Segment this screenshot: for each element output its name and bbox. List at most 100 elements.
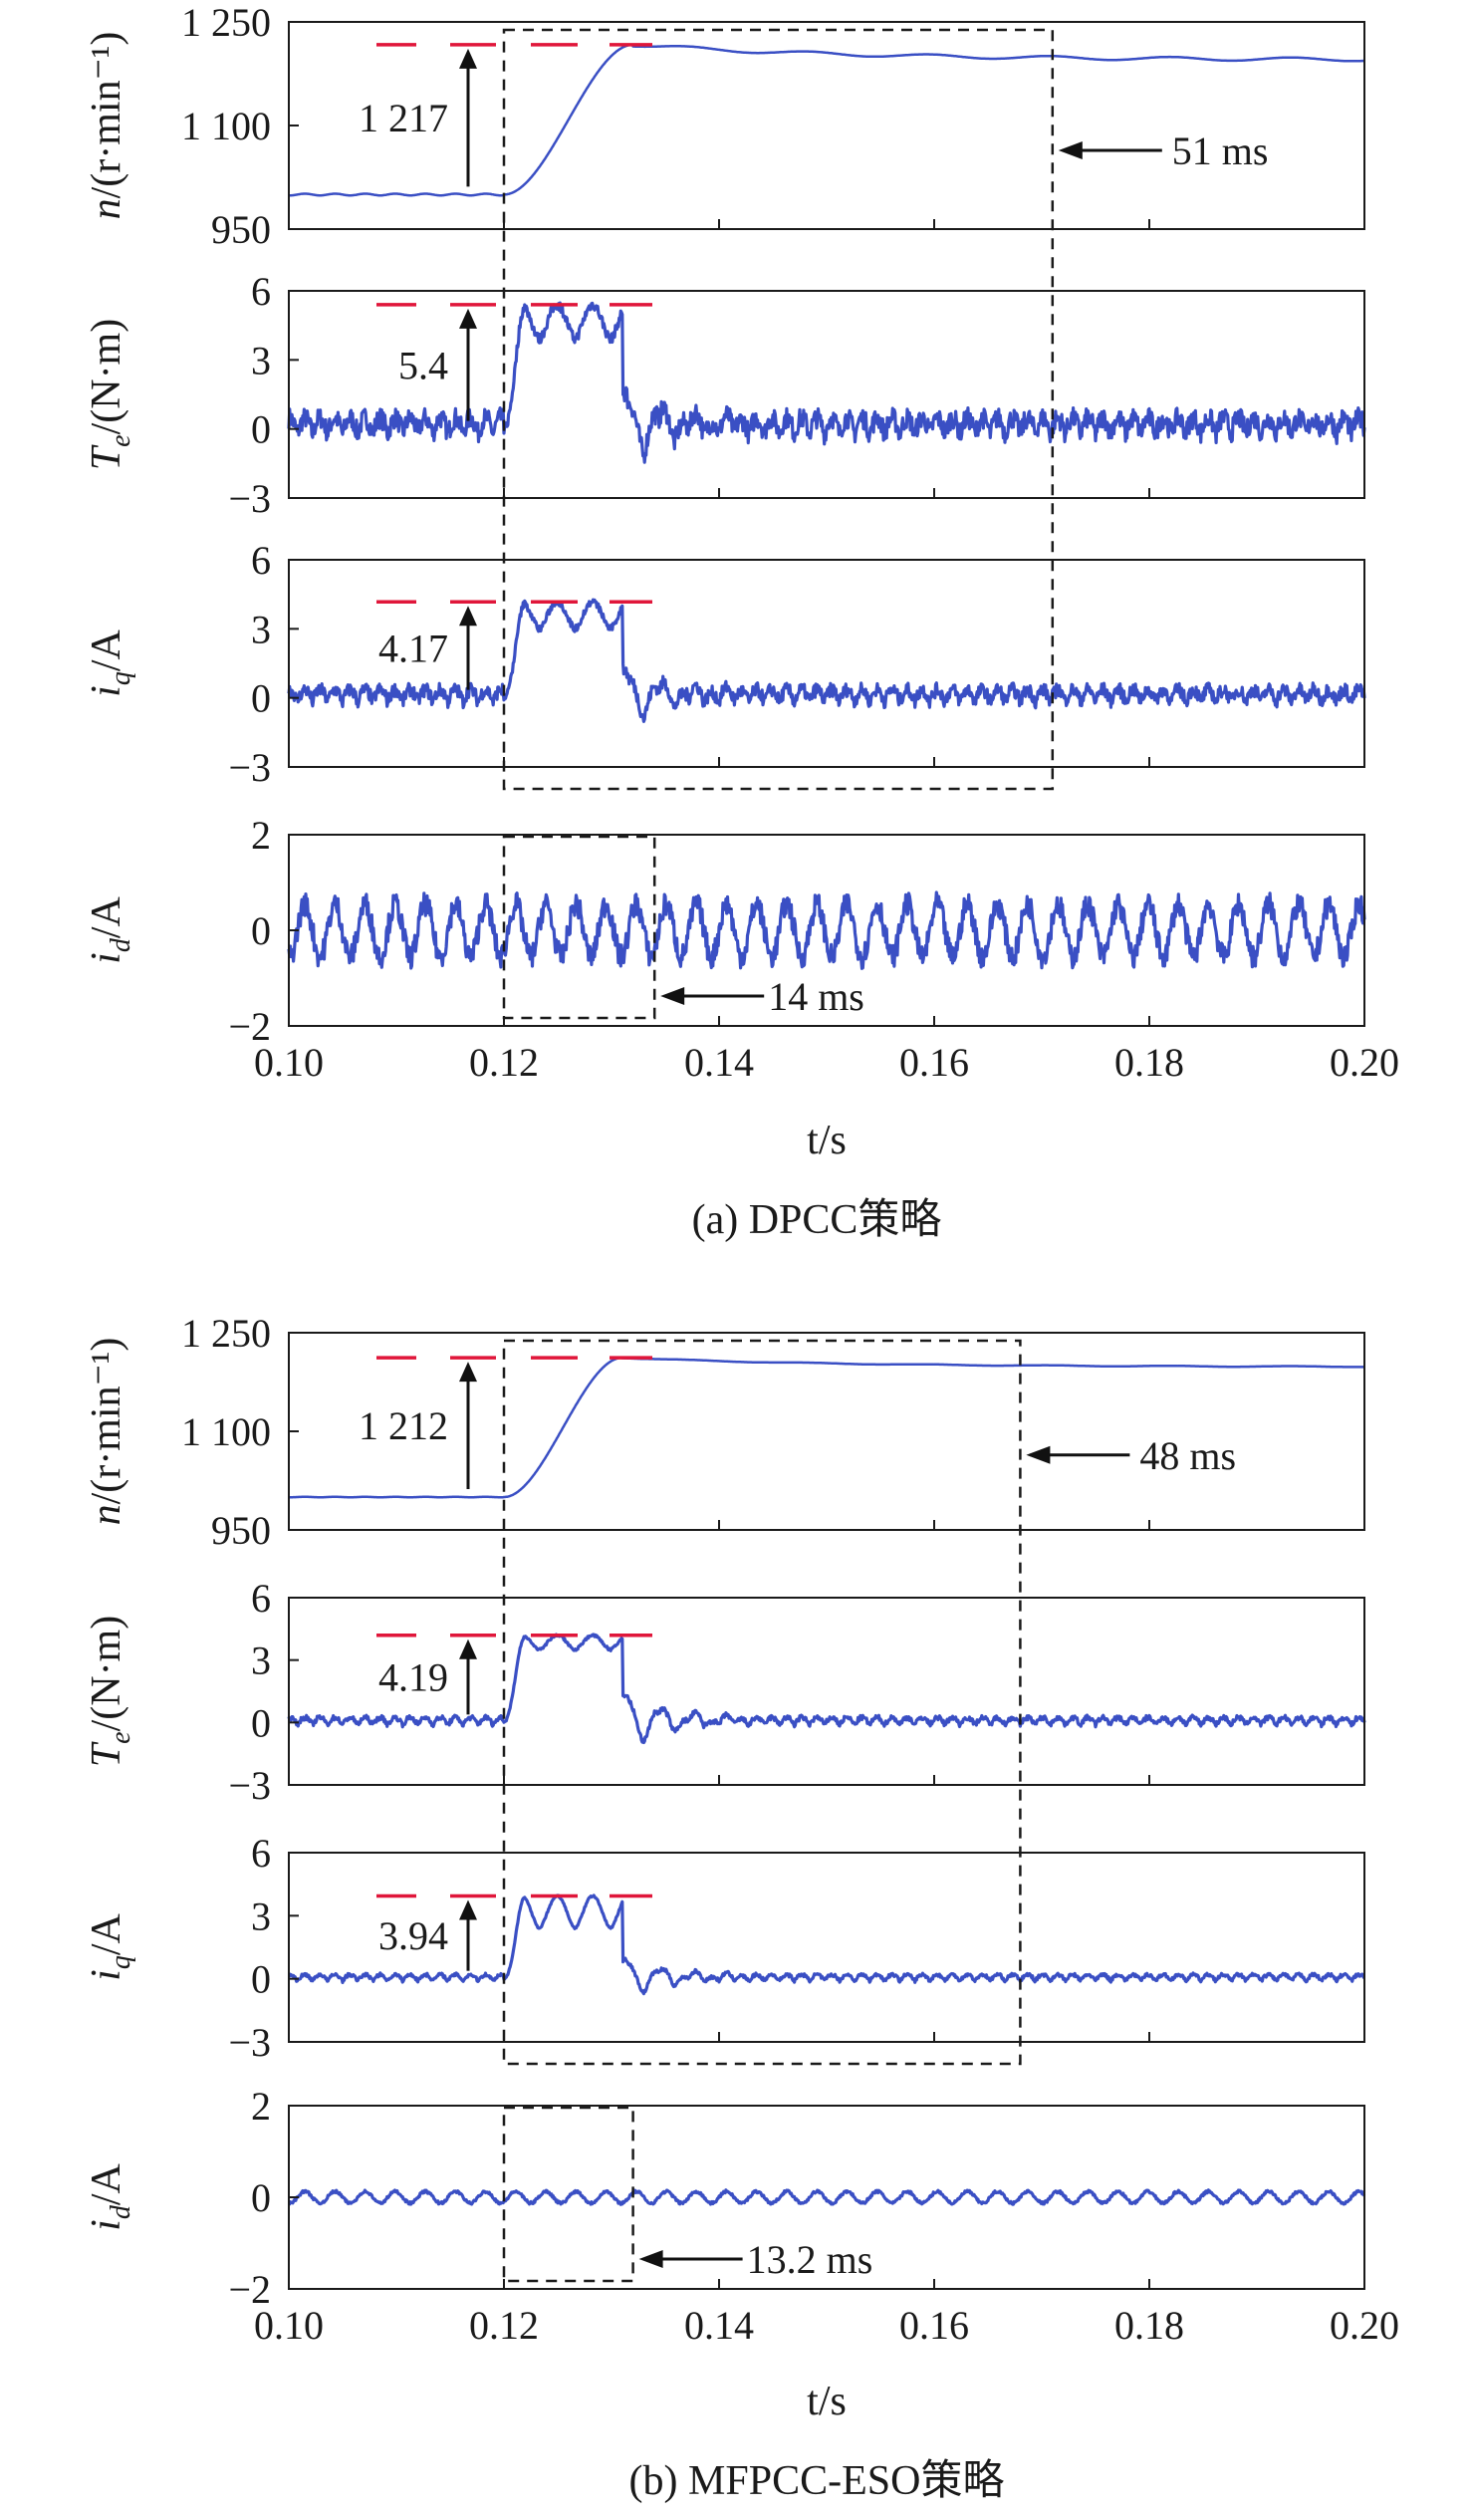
panel-n: 950 1 100 1 250 n/(r·min⁻¹) 1 217 [84, 0, 1365, 252]
y-axis-label-symbol: i [84, 1969, 129, 1981]
id-transient-arrow-head [638, 2250, 663, 2268]
y-axis-label-unit: /A [84, 2162, 129, 2205]
y-axis-label-symbol: i [84, 2219, 129, 2231]
x-axis-label: t/s [807, 2379, 847, 2424]
y-axis-label-Te: Te/(N·m) [84, 1616, 136, 1767]
y-axis-label-symbol: n [84, 1504, 129, 1525]
y-axis-label-unit: /A [84, 895, 129, 938]
x-tick-label: 0.12 [469, 1040, 539, 1085]
x-tick-label: 0.18 [1114, 1040, 1184, 1085]
id-transient-label: 13.2 ms [747, 2237, 873, 2282]
plot-frame-iq [288, 559, 1365, 768]
y-axis-label-unit: /(r·min⁻¹) [84, 1338, 129, 1505]
y-tick-label-id: 2 [251, 2084, 271, 2129]
y-axis-label-subscript: e [106, 434, 136, 446]
transient-window-box [502, 28, 1055, 791]
y-tick-label-iq: 6 [251, 538, 271, 583]
y-axis-label-symbol: T [84, 444, 129, 470]
series-line-n [288, 1356, 1365, 1499]
y-tick-label-iq: 0 [251, 1957, 271, 2002]
series-line-iq [287, 598, 1366, 723]
y-tick-label-Te: 0 [251, 407, 271, 452]
y-tick-label-n: 1 250 [181, 1311, 271, 1356]
y-tick-label-id: −2 [228, 2267, 271, 2312]
figure-a: 950 1 100 1 250 n/(r·min⁻¹) 1 217 −3 0 3 6 Te/(N·… [84, 0, 1399, 1243]
y-axis-label-subscript: q [106, 1955, 136, 1969]
y-axis-label-Te: Te/(N·m) [84, 319, 136, 470]
y-axis-label-subscript: q [106, 671, 136, 685]
y-axis-label-unit: /A [84, 1912, 129, 1955]
peak-annotation-n: 1 212 [359, 1403, 448, 1448]
x-tick-label: 0.12 [469, 2303, 539, 2348]
series-line-n [288, 43, 1365, 197]
x-tick-label: 0.16 [899, 2303, 969, 2348]
plot-frame-Te [288, 1597, 1365, 1786]
x-tick-label: 0.10 [254, 1040, 324, 1085]
y-axis-label-symbol: T [84, 1741, 129, 1767]
y-axis-label-symbol: i [84, 685, 129, 697]
x-axis-label: t/s [807, 1118, 847, 1163]
y-axis-label-subscript: d [106, 937, 136, 952]
x-tick-label: 0.16 [899, 1040, 969, 1085]
peak-arrow-head-Te [459, 1638, 477, 1659]
y-tick-label-iq: −3 [228, 745, 271, 790]
y-tick-label-id: 2 [251, 813, 271, 858]
y-tick-label-id: −2 [228, 1004, 271, 1049]
y-tick-label-Te: 0 [251, 1700, 271, 1745]
panel-Te: −3 0 3 6 Te/(N·m) 5.4 [84, 269, 1366, 521]
y-axis-label-unit: /(N·m) [84, 319, 129, 435]
y-axis-label-subscript: d [106, 2204, 136, 2219]
y-axis-label-iq: iq/A [84, 1912, 136, 1980]
panel-n: 950 1 100 1 250 n/(r·min⁻¹) 1 212 [84, 1311, 1365, 1553]
figure-caption: (b) MFPCC-ESO策略 [629, 2458, 1005, 2504]
x-tick-label: 0.14 [684, 1040, 754, 1085]
x-tick-label: 0.10 [254, 2303, 324, 2348]
y-tick-label-n: 1 250 [181, 0, 271, 45]
peak-annotation-iq: 4.17 [378, 626, 448, 670]
transient-window-arrow-head [1058, 140, 1083, 159]
x-tick-label: 0.14 [684, 2303, 754, 2348]
x-tick-label: 0.20 [1330, 2303, 1399, 2348]
y-tick-label-Te: 3 [251, 1638, 271, 1683]
x-tick-label: 0.18 [1114, 2303, 1184, 2348]
y-tick-label-n: 950 [211, 207, 271, 252]
y-tick-label-iq: 3 [251, 607, 271, 651]
transient-window-label: 48 ms [1139, 1433, 1236, 1478]
panel-iq: −3 0 3 6 iq/A 3.94 [84, 1831, 1366, 2065]
figure-caption: (a) DPCC策略 [692, 1197, 942, 1243]
series-line-Te [287, 301, 1366, 464]
id-transient-box [502, 835, 656, 1020]
y-axis-label-iq: iq/A [84, 629, 136, 696]
x-tick-label: 0.20 [1330, 1040, 1399, 1085]
y-tick-label-n: 1 100 [181, 1409, 271, 1454]
id-transient-box [502, 2106, 634, 2283]
y-tick-label-n: 950 [211, 1508, 271, 1553]
plot-frame-iq [288, 1852, 1365, 2043]
figure-b: 950 1 100 1 250 n/(r·min⁻¹) 1 212 −3 0 3 6 Te/(N·… [84, 1311, 1399, 2504]
y-axis-label-subscript: e [106, 1731, 136, 1743]
y-axis-label-n: n/(r·min⁻¹) [84, 1338, 129, 1526]
y-tick-label-n: 1 100 [181, 104, 271, 148]
series-line-iq [288, 1893, 1366, 1996]
y-tick-label-iq: 6 [251, 1831, 271, 1876]
peak-annotation-n: 1 217 [359, 96, 448, 140]
panel-id: −2 0 2 id/A [84, 813, 1366, 1049]
y-tick-label-Te: 3 [251, 338, 271, 382]
peak-annotation-Te: 5.4 [398, 343, 448, 387]
y-axis-label-symbol: n [84, 198, 129, 219]
y-axis-label-unit: /(r·min⁻¹) [84, 32, 129, 199]
peak-arrow-head-n [459, 48, 477, 69]
transient-window-label: 51 ms [1172, 128, 1269, 173]
peak-arrow-head-Te [459, 308, 477, 329]
peak-annotation-iq: 3.94 [378, 1913, 448, 1958]
y-tick-label-iq: 3 [251, 1893, 271, 1938]
y-axis-label-unit: /(N·m) [84, 1616, 129, 1732]
series-line-Te [287, 1633, 1366, 1745]
y-axis-label-id: id/A [84, 2162, 136, 2230]
peak-arrow-head-iq [459, 606, 477, 627]
plot-frame-Te [288, 290, 1365, 499]
y-tick-label-Te: −3 [228, 476, 271, 521]
y-axis-label-symbol: i [84, 952, 129, 964]
series-line-id [288, 2188, 1366, 2206]
